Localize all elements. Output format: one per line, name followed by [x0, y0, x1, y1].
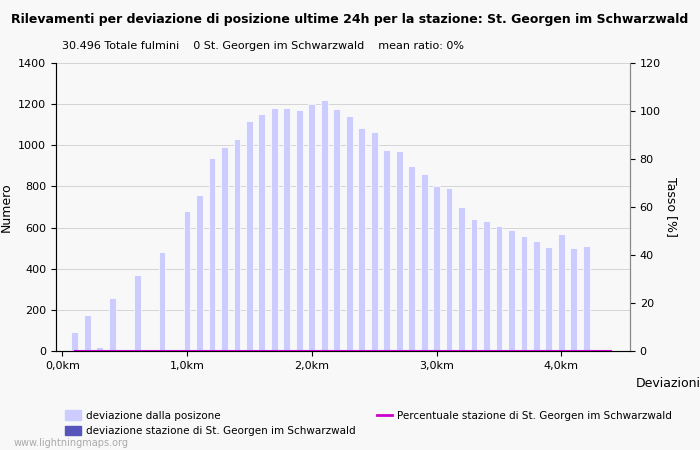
Bar [533, 241, 540, 351]
Bar [321, 100, 328, 351]
Text: Deviazioni: Deviazioni [636, 377, 700, 390]
Bar [159, 252, 165, 351]
Y-axis label: Tasso [%]: Tasso [%] [664, 177, 678, 237]
Text: www.lightningmaps.org: www.lightningmaps.org [14, 438, 129, 448]
Bar [583, 246, 590, 351]
Bar [284, 108, 290, 351]
Bar [346, 117, 353, 351]
Bar [84, 315, 90, 351]
Bar [408, 166, 415, 351]
Bar [508, 230, 515, 351]
Bar [96, 347, 103, 351]
Text: Rilevamenti per deviazione di posizione ultime 24h per la stazione: St. Georgen : Rilevamenti per deviazione di posizione … [11, 14, 689, 27]
Bar [570, 248, 578, 351]
Bar [470, 219, 477, 351]
Bar [371, 132, 377, 351]
Bar [196, 195, 203, 351]
Bar [134, 275, 141, 351]
Bar [246, 121, 253, 351]
Bar [183, 211, 190, 351]
Bar [421, 174, 428, 351]
Bar [521, 236, 527, 351]
Bar [258, 114, 265, 351]
Bar [309, 104, 315, 351]
Bar [209, 158, 216, 351]
Bar [496, 225, 503, 351]
Bar [234, 139, 240, 351]
Legend: deviazione dalla posizone, deviazione stazione di St. Georgen im Schwarzwald, Pe: deviazione dalla posizone, deviazione st… [61, 406, 676, 440]
Text: 30.496 Totale fulmini    0 St. Georgen im Schwarzwald    mean ratio: 0%: 30.496 Totale fulmini 0 St. Georgen im S… [62, 41, 463, 51]
Bar [446, 189, 452, 351]
Y-axis label: Numero: Numero [0, 182, 13, 232]
Bar [558, 234, 565, 351]
Bar [483, 221, 490, 351]
Bar [358, 128, 365, 351]
Bar [383, 150, 390, 351]
Bar [395, 152, 402, 351]
Bar [108, 297, 116, 351]
Bar [221, 147, 228, 351]
Bar [296, 110, 303, 351]
Bar [458, 207, 465, 351]
Bar [71, 333, 78, 351]
Bar [271, 108, 278, 351]
Bar [545, 247, 552, 351]
Bar [433, 186, 440, 351]
Bar [333, 109, 340, 351]
